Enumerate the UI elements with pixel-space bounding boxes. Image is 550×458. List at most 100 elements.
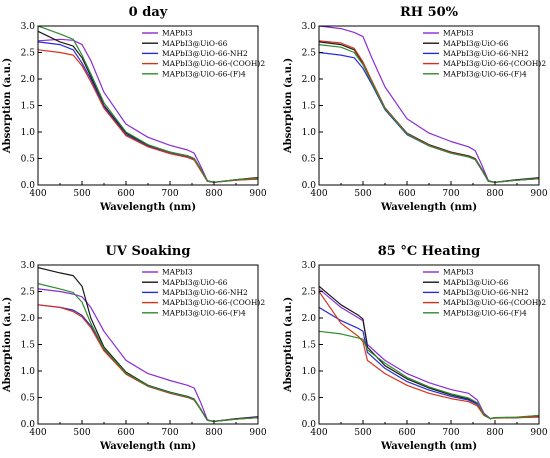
legend-label-mapbi3-uio-66-cooh-2: MAPbI3@UiO-66-(COOH)2 <box>162 298 265 307</box>
series-line-mapbi3-uio-66-cooh-2 <box>38 304 258 422</box>
legend-label-mapbi3: MAPbI3 <box>162 268 193 277</box>
legend: MAPbI3MAPbI3@UiO-66MAPbI3@UiO-66-NH2MAPb… <box>142 268 265 317</box>
y-axis-label: Absorption (a.u.) <box>2 297 13 393</box>
legend-label-mapbi3-uio-66-cooh-2: MAPbI3@UiO-66-(COOH)2 <box>443 298 546 307</box>
x-tick-label: 800 <box>486 428 503 438</box>
x-tick-label: 700 <box>442 428 459 438</box>
x-tick-label: 900 <box>249 189 266 199</box>
y-tick-label: 3.0 <box>302 22 317 32</box>
y-tick-label: 2.5 <box>21 288 36 298</box>
y-tick-label: 1.5 <box>302 102 317 112</box>
x-tick-label: 900 <box>530 189 547 199</box>
x-tick-label: 600 <box>117 189 134 199</box>
x-tick-label: 800 <box>486 189 503 199</box>
y-axis-label: Absorption (a.u.) <box>283 297 294 393</box>
series-line-mapbi3-uio-66-f-4 <box>38 26 258 183</box>
chart-title: RH 50% <box>400 5 459 20</box>
series-line-mapbi3-uio-66-f-4 <box>319 44 539 183</box>
legend: MAPbI3MAPbI3@UiO-66MAPbI3@UiO-66-NH2MAPb… <box>423 268 546 317</box>
y-tick-label: 3.0 <box>21 22 36 32</box>
x-tick-label: 800 <box>205 189 222 199</box>
series-line-mapbi3-uio-66-nh2 <box>319 306 539 420</box>
series-line-mapbi3-uio-66-f-4 <box>319 330 539 420</box>
y-tick-label: 0.0 <box>302 420 317 430</box>
x-tick-label: 400 <box>29 428 46 438</box>
legend: MAPbI3MAPbI3@UiO-66MAPbI3@UiO-66-NH2MAPb… <box>423 29 546 78</box>
y-tick-label: 2.5 <box>21 49 36 59</box>
y-tick-label: 0.0 <box>302 181 317 191</box>
y-tick-label: 2.0 <box>302 75 317 85</box>
x-tick-label: 700 <box>161 189 178 199</box>
legend-label-mapbi3-uio-66: MAPbI3@UiO-66 <box>162 278 228 287</box>
series-line-mapbi3-uio-66-f-4 <box>38 283 258 422</box>
x-tick-label: 700 <box>161 428 178 438</box>
chart-panel-85-c-heating: 85 °C Heating 400 500 600 700 800 900 0.0 0.5 1.0… <box>283 244 548 452</box>
y-tick-label: 0.5 <box>302 155 317 165</box>
legend-label-mapbi3-uio-66-f-4: MAPbI3@UiO-66-(F)4 <box>162 308 246 317</box>
y-tick-label: 1.0 <box>302 128 317 138</box>
x-tick-label: 500 <box>354 189 371 199</box>
y-axis-label: Absorption (a.u.) <box>2 58 13 154</box>
y-tick-label: 1.5 <box>21 341 36 351</box>
legend-label-mapbi3: MAPbI3 <box>443 268 474 277</box>
y-tick-label: 1.0 <box>302 367 317 377</box>
legend-label-mapbi3-uio-66-f-4: MAPbI3@UiO-66-(F)4 <box>443 308 527 317</box>
chart-panel-0-day: 0 day 400 500 600 700 800 900 0.0 0.5 1.0 1.5 2.0 2.… <box>2 5 267 213</box>
legend-label-mapbi3: MAPbI3 <box>162 29 193 38</box>
legend-label-mapbi3-uio-66-nh2: MAPbI3@UiO-66-NH2 <box>162 49 248 58</box>
y-tick-label: 2.0 <box>21 75 36 85</box>
y-tick-label: 0.0 <box>21 420 36 430</box>
y-tick-label: 2.0 <box>302 314 317 324</box>
chart-panel-uv-soaking: UV Soaking 400 500 600 700 800 900 0.0 0.5 1.0 1.5… <box>2 244 267 452</box>
y-tick-label: 0.5 <box>21 155 36 165</box>
x-axis-label: Wavelength (nm) <box>99 441 196 452</box>
legend-label-mapbi3: MAPbI3 <box>443 29 474 38</box>
legend-label-mapbi3-uio-66-nh2: MAPbI3@UiO-66-NH2 <box>443 49 529 58</box>
x-tick-label: 600 <box>117 428 134 438</box>
y-tick-label: 1.0 <box>21 128 36 138</box>
legend-label-mapbi3-uio-66-nh2: MAPbI3@UiO-66-NH2 <box>443 288 529 297</box>
y-tick-label: 0.5 <box>302 394 317 404</box>
x-tick-label: 900 <box>249 428 266 438</box>
x-tick-label: 600 <box>398 189 415 199</box>
y-tick-label: 3.0 <box>21 261 36 271</box>
legend-label-mapbi3-uio-66-nh2: MAPbI3@UiO-66-NH2 <box>162 288 248 297</box>
x-axis-label: Wavelength (nm) <box>99 202 196 213</box>
y-axis-label: Absorption (a.u.) <box>283 58 294 154</box>
x-tick-label: 400 <box>29 189 46 199</box>
y-tick-label: 1.0 <box>21 367 36 377</box>
y-tick-label: 2.0 <box>21 314 36 324</box>
chart-panel-rh-50: RH 50% 400 500 600 700 800 900 0.0 0.5 1.0 1.5 2.0 2… <box>283 5 548 213</box>
legend-label-mapbi3-uio-66: MAPbI3@UiO-66 <box>162 39 228 48</box>
chart-title: 0 day <box>129 5 168 20</box>
x-tick-label: 600 <box>398 428 415 438</box>
legend-label-mapbi3-uio-66-f-4: MAPbI3@UiO-66-(F)4 <box>443 69 527 78</box>
x-tick-label: 500 <box>73 189 90 199</box>
legend: MAPbI3MAPbI3@UiO-66MAPbI3@UiO-66-NH2MAPb… <box>142 29 265 78</box>
y-tick-label: 1.5 <box>21 102 36 112</box>
chart-title: UV Soaking <box>106 244 191 259</box>
chart-title: 85 °C Heating <box>378 244 480 259</box>
legend-label-mapbi3-uio-66: MAPbI3@UiO-66 <box>443 278 509 287</box>
y-tick-label: 1.5 <box>302 341 317 351</box>
x-tick-label: 400 <box>310 428 327 438</box>
x-tick-label: 700 <box>442 189 459 199</box>
x-tick-label: 400 <box>310 189 327 199</box>
x-tick-label: 500 <box>354 428 371 438</box>
legend-label-mapbi3-uio-66-f-4: MAPbI3@UiO-66-(F)4 <box>162 69 246 78</box>
series-line-mapbi3-uio-66-nh2 <box>38 304 258 422</box>
x-tick-label: 900 <box>530 428 547 438</box>
legend-label-mapbi3-uio-66-cooh-2: MAPbI3@UiO-66-(COOH)2 <box>443 59 546 68</box>
x-axis-label: Wavelength (nm) <box>380 441 477 452</box>
y-tick-label: 0.0 <box>21 181 36 191</box>
y-tick-label: 0.5 <box>21 394 36 404</box>
y-tick-label: 2.5 <box>302 288 317 298</box>
y-tick-label: 2.5 <box>302 49 317 59</box>
y-tick-label: 3.0 <box>302 261 317 271</box>
x-axis-label: Wavelength (nm) <box>380 202 477 213</box>
legend-label-mapbi3-uio-66-cooh-2: MAPbI3@UiO-66-(COOH)2 <box>162 59 265 68</box>
x-tick-label: 800 <box>205 428 222 438</box>
x-tick-label: 500 <box>73 428 90 438</box>
legend-label-mapbi3-uio-66: MAPbI3@UiO-66 <box>443 39 509 48</box>
